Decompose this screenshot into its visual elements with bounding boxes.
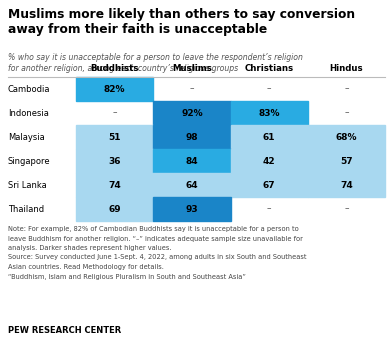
Bar	[76, 173, 153, 197]
Text: –: –	[267, 85, 271, 93]
Text: 83%: 83%	[258, 108, 280, 118]
Bar	[308, 125, 385, 149]
Text: 69: 69	[108, 205, 121, 213]
Text: 42: 42	[263, 157, 275, 165]
Text: PEW RESEARCH CENTER: PEW RESEARCH CENTER	[8, 326, 121, 335]
Bar	[76, 149, 153, 173]
Text: 74: 74	[108, 180, 121, 190]
Text: 74: 74	[340, 180, 353, 190]
Text: Singapore: Singapore	[8, 157, 50, 165]
Text: 82%: 82%	[104, 85, 126, 93]
Bar	[153, 149, 231, 173]
Text: Sri Lanka: Sri Lanka	[8, 180, 47, 190]
Text: Buddhists: Buddhists	[90, 64, 139, 73]
Text: 64: 64	[186, 180, 198, 190]
Bar	[308, 173, 385, 197]
Text: Muslims more likely than others to say conversion
away from their faith is unacc: Muslims more likely than others to say c…	[8, 8, 355, 36]
Text: –: –	[190, 85, 194, 93]
Text: Indonesia: Indonesia	[8, 108, 49, 118]
Text: “Buddhism, Islam and Religious Pluralism in South and Southeast Asia”: “Buddhism, Islam and Religious Pluralism…	[8, 273, 246, 280]
Text: Note: For example, 82% of Cambodian Buddhists say it is unacceptable for a perso: Note: For example, 82% of Cambodian Budd…	[8, 226, 299, 232]
Text: 51: 51	[108, 133, 121, 142]
Text: 92%: 92%	[181, 108, 203, 118]
Text: 84: 84	[186, 157, 198, 165]
Text: Malaysia: Malaysia	[8, 133, 45, 142]
Bar	[76, 197, 153, 221]
Text: % who say it is unacceptable for a person to leave the respondent’s religion
for: % who say it is unacceptable for a perso…	[8, 53, 303, 73]
Bar	[153, 125, 231, 149]
Text: –: –	[344, 205, 349, 213]
Text: Christians: Christians	[244, 64, 294, 73]
Text: Muslims: Muslims	[172, 64, 212, 73]
Bar	[153, 197, 231, 221]
Text: 36: 36	[108, 157, 121, 165]
Text: Source: Survey conducted June 1-Sept. 4, 2022, among adults in six South and Sou: Source: Survey conducted June 1-Sept. 4,…	[8, 254, 307, 261]
Bar	[153, 101, 231, 125]
Bar	[76, 125, 153, 149]
Text: –: –	[344, 85, 349, 93]
Bar	[231, 101, 308, 125]
Text: 93: 93	[186, 205, 198, 213]
Bar	[231, 149, 308, 173]
Text: 61: 61	[263, 133, 275, 142]
Text: 57: 57	[340, 157, 353, 165]
Text: Asian countries. Read Methodology for details.: Asian countries. Read Methodology for de…	[8, 264, 164, 270]
Bar	[308, 149, 385, 173]
Bar	[231, 173, 308, 197]
Text: Hindus: Hindus	[330, 64, 363, 73]
Bar	[153, 173, 231, 197]
Bar	[76, 77, 153, 101]
Text: analysis. Darker shades represent higher values.: analysis. Darker shades represent higher…	[8, 245, 172, 251]
Bar	[231, 125, 308, 149]
Text: –: –	[267, 205, 271, 213]
Text: leave Buddhism for another religion. “–” indicates adequate sample size unavaila: leave Buddhism for another religion. “–”…	[8, 236, 303, 241]
Text: 67: 67	[263, 180, 275, 190]
Text: –: –	[112, 108, 117, 118]
Text: Cambodia: Cambodia	[8, 85, 50, 93]
Text: 68%: 68%	[335, 133, 357, 142]
Text: 98: 98	[186, 133, 198, 142]
Text: Thailand: Thailand	[8, 205, 44, 213]
Text: –: –	[344, 108, 349, 118]
